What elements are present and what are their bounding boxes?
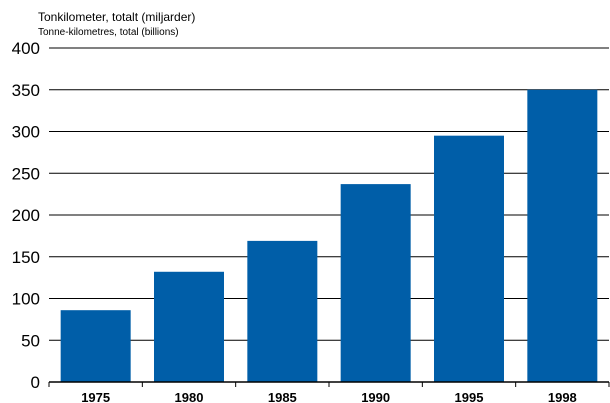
bar — [340, 184, 411, 382]
y-tick-label: 350 — [12, 81, 40, 100]
y-tick-label: 400 — [12, 39, 40, 58]
y-tick-label: 100 — [12, 290, 40, 309]
chart-title: Tonkilometer, totalt (miljarder) — [38, 10, 195, 24]
y-tick-label: 0 — [31, 373, 40, 392]
bar — [247, 240, 318, 382]
chart-subtitle: Tonne-kilometres, total (billions) — [38, 27, 179, 38]
x-tick-label: 1998 — [548, 390, 577, 403]
x-tick-label: 1990 — [361, 390, 390, 403]
bar — [154, 271, 224, 382]
y-axis-tick-labels: 0 50 100 150 200 250 300 350 400 — [12, 39, 40, 392]
bars — [60, 89, 598, 382]
y-tick-label: 200 — [12, 206, 40, 225]
y-tick-label: 150 — [12, 248, 40, 267]
x-tick-label: 1995 — [455, 390, 484, 403]
y-tick-label: 250 — [12, 164, 40, 183]
gridlines — [49, 47, 609, 341]
x-tick-label: 1975 — [81, 390, 110, 403]
x-tick-label: 1985 — [268, 390, 297, 403]
y-tick-label: 50 — [21, 331, 40, 350]
bar — [434, 135, 504, 382]
x-axis: 1975 1980 1985 1990 1995 1998 — [48, 381, 610, 403]
bar — [527, 89, 598, 382]
x-tick-label: 1980 — [175, 390, 204, 403]
bar — [60, 310, 131, 382]
y-tick-label: 300 — [12, 123, 40, 142]
